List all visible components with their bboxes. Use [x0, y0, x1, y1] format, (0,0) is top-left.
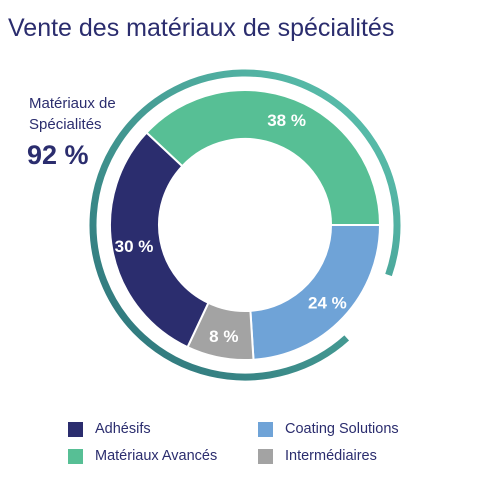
- legend-swatch: [68, 448, 83, 464]
- legend-label: Coating Solutions: [285, 421, 399, 437]
- legend-swatch: [258, 421, 273, 437]
- donut-slice-coating-solutions: [249, 224, 382, 361]
- legend-label: Intermédiaires: [285, 448, 377, 464]
- legend-label: Adhésifs: [95, 421, 151, 437]
- legend-swatch: [68, 421, 83, 437]
- donut-slice-mat-riaux-avanc-s: [145, 89, 382, 226]
- slice-value-label: 8 %: [209, 327, 238, 346]
- bracket-label-line1: Matériaux de: [29, 95, 116, 112]
- legend-item-coating-solutions: Coating Solutions: [258, 421, 399, 437]
- specialty-bracket-arc: [89, 69, 401, 381]
- bracket-value-label: 92 %: [27, 140, 89, 170]
- slice-value-label: 24 %: [308, 293, 347, 312]
- donut-slice-adh-sifs: [109, 131, 210, 349]
- bracket-label-line2: Spécialités: [29, 116, 102, 133]
- legend-item-adhesifs: Adhésifs: [68, 421, 151, 437]
- legend-label: Matériaux Avancés: [95, 448, 218, 464]
- legend-item-intermediaires: Intermédiaires: [258, 448, 377, 464]
- slice-value-label: 30 %: [115, 237, 154, 256]
- legend-item-materiaux-avances: Matériaux Avancés: [68, 448, 217, 464]
- slice-value-label: 38 %: [267, 111, 306, 130]
- chart-title: Vente des matériaux de spécialités: [8, 14, 395, 42]
- legend-swatch: [258, 448, 273, 464]
